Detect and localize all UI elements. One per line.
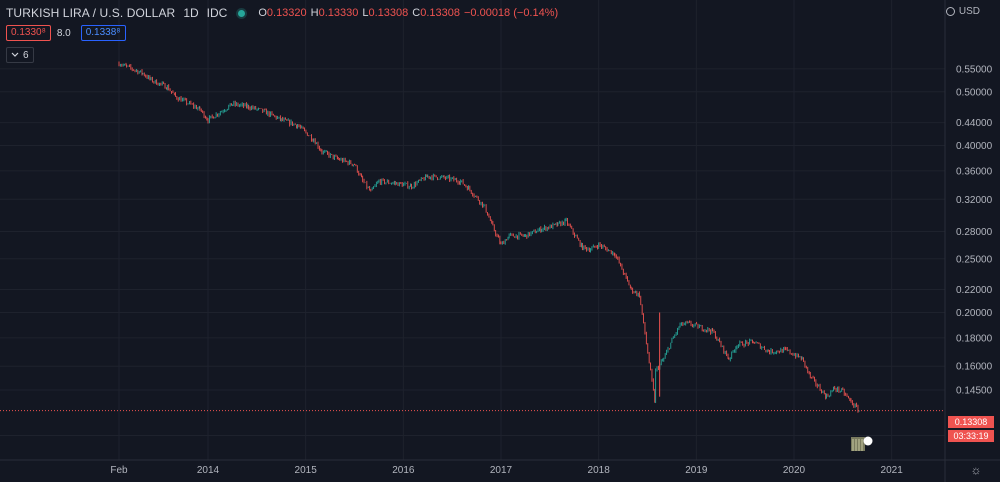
- y-tick-label: 0.44000: [956, 118, 993, 129]
- y-tick-label: 0.28000: [956, 227, 993, 238]
- market-status-icon[interactable]: [238, 9, 246, 17]
- timeframe-label[interactable]: 1D: [183, 6, 199, 20]
- indicator-count: 6: [23, 49, 29, 61]
- x-tick-label: 2016: [392, 465, 415, 476]
- sell-price-button[interactable]: 0.1330⁸: [6, 25, 51, 41]
- open-value: 0.13320: [266, 7, 307, 19]
- currency-icon: [945, 7, 955, 16]
- high-value: 0.13330: [318, 7, 359, 19]
- spread-value: 8.0: [56, 27, 71, 39]
- y-tick-label: 0.20000: [956, 308, 993, 319]
- y-tick-label: 0.50000: [956, 87, 993, 98]
- y-tick-label: 0.16000: [956, 362, 993, 373]
- change-value: −0.00018 (−0.14%): [463, 7, 559, 19]
- symbol-header: TURKISH LIRA / U.S. DOLLAR 1D IDC O 0.133…: [6, 5, 558, 21]
- low-key: L: [362, 7, 369, 19]
- y-tick-label: 0.18000: [956, 333, 993, 344]
- close-key: C: [412, 7, 421, 19]
- price-axis: 0.120000.145000.160000.180000.200000.220…: [956, 64, 993, 442]
- close-value: 0.13308: [420, 7, 460, 19]
- time-axis: Feb 2014 2015 2016 2017 2018 2019 2020 2021: [110, 465, 903, 476]
- quote-row: 0.1330⁸ 8.0 0.1338⁸: [6, 25, 126, 41]
- y-tick-label: 0.32000: [956, 195, 993, 206]
- open-key: O: [258, 7, 267, 19]
- events-icon[interactable]: [851, 436, 873, 452]
- currency-label: USD: [958, 6, 980, 17]
- x-tick-label: Feb: [110, 465, 128, 476]
- x-tick-label: 2019: [685, 465, 708, 476]
- candles: [118, 61, 860, 413]
- high-key: H: [310, 7, 319, 19]
- source-label: IDC: [206, 6, 228, 20]
- currency-selector[interactable]: USD: [945, 6, 980, 17]
- symbol-title[interactable]: TURKISH LIRA / U.S. DOLLAR: [6, 6, 176, 20]
- y-tick-label: 0.36000: [956, 166, 993, 177]
- y-tick-label: 0.22000: [956, 285, 993, 296]
- settings-gear-icon[interactable]: ☼: [970, 463, 982, 477]
- x-tick-label: 2014: [197, 465, 220, 476]
- low-value: 0.13308: [368, 7, 409, 19]
- x-tick-label: 2018: [588, 465, 611, 476]
- chevron-down-icon: [11, 52, 19, 57]
- bar-countdown-label: 03:33:19: [948, 430, 994, 442]
- x-tick-label: 2020: [783, 465, 806, 476]
- x-tick-label: 2017: [490, 465, 513, 476]
- y-tick-label: 0.55000: [956, 64, 993, 75]
- y-tick-label: 0.14500: [956, 385, 993, 396]
- y-tick-label: 0.40000: [956, 141, 993, 152]
- grid: [0, 0, 945, 460]
- x-tick-label: 2021: [881, 465, 904, 476]
- buy-price-button[interactable]: 0.1338⁸: [80, 25, 126, 41]
- x-tick-label: 2015: [295, 465, 318, 476]
- y-tick-label: 0.25000: [956, 254, 993, 265]
- last-price-label: 0.13308: [948, 416, 994, 428]
- indicators-toggle[interactable]: 6: [6, 47, 34, 63]
